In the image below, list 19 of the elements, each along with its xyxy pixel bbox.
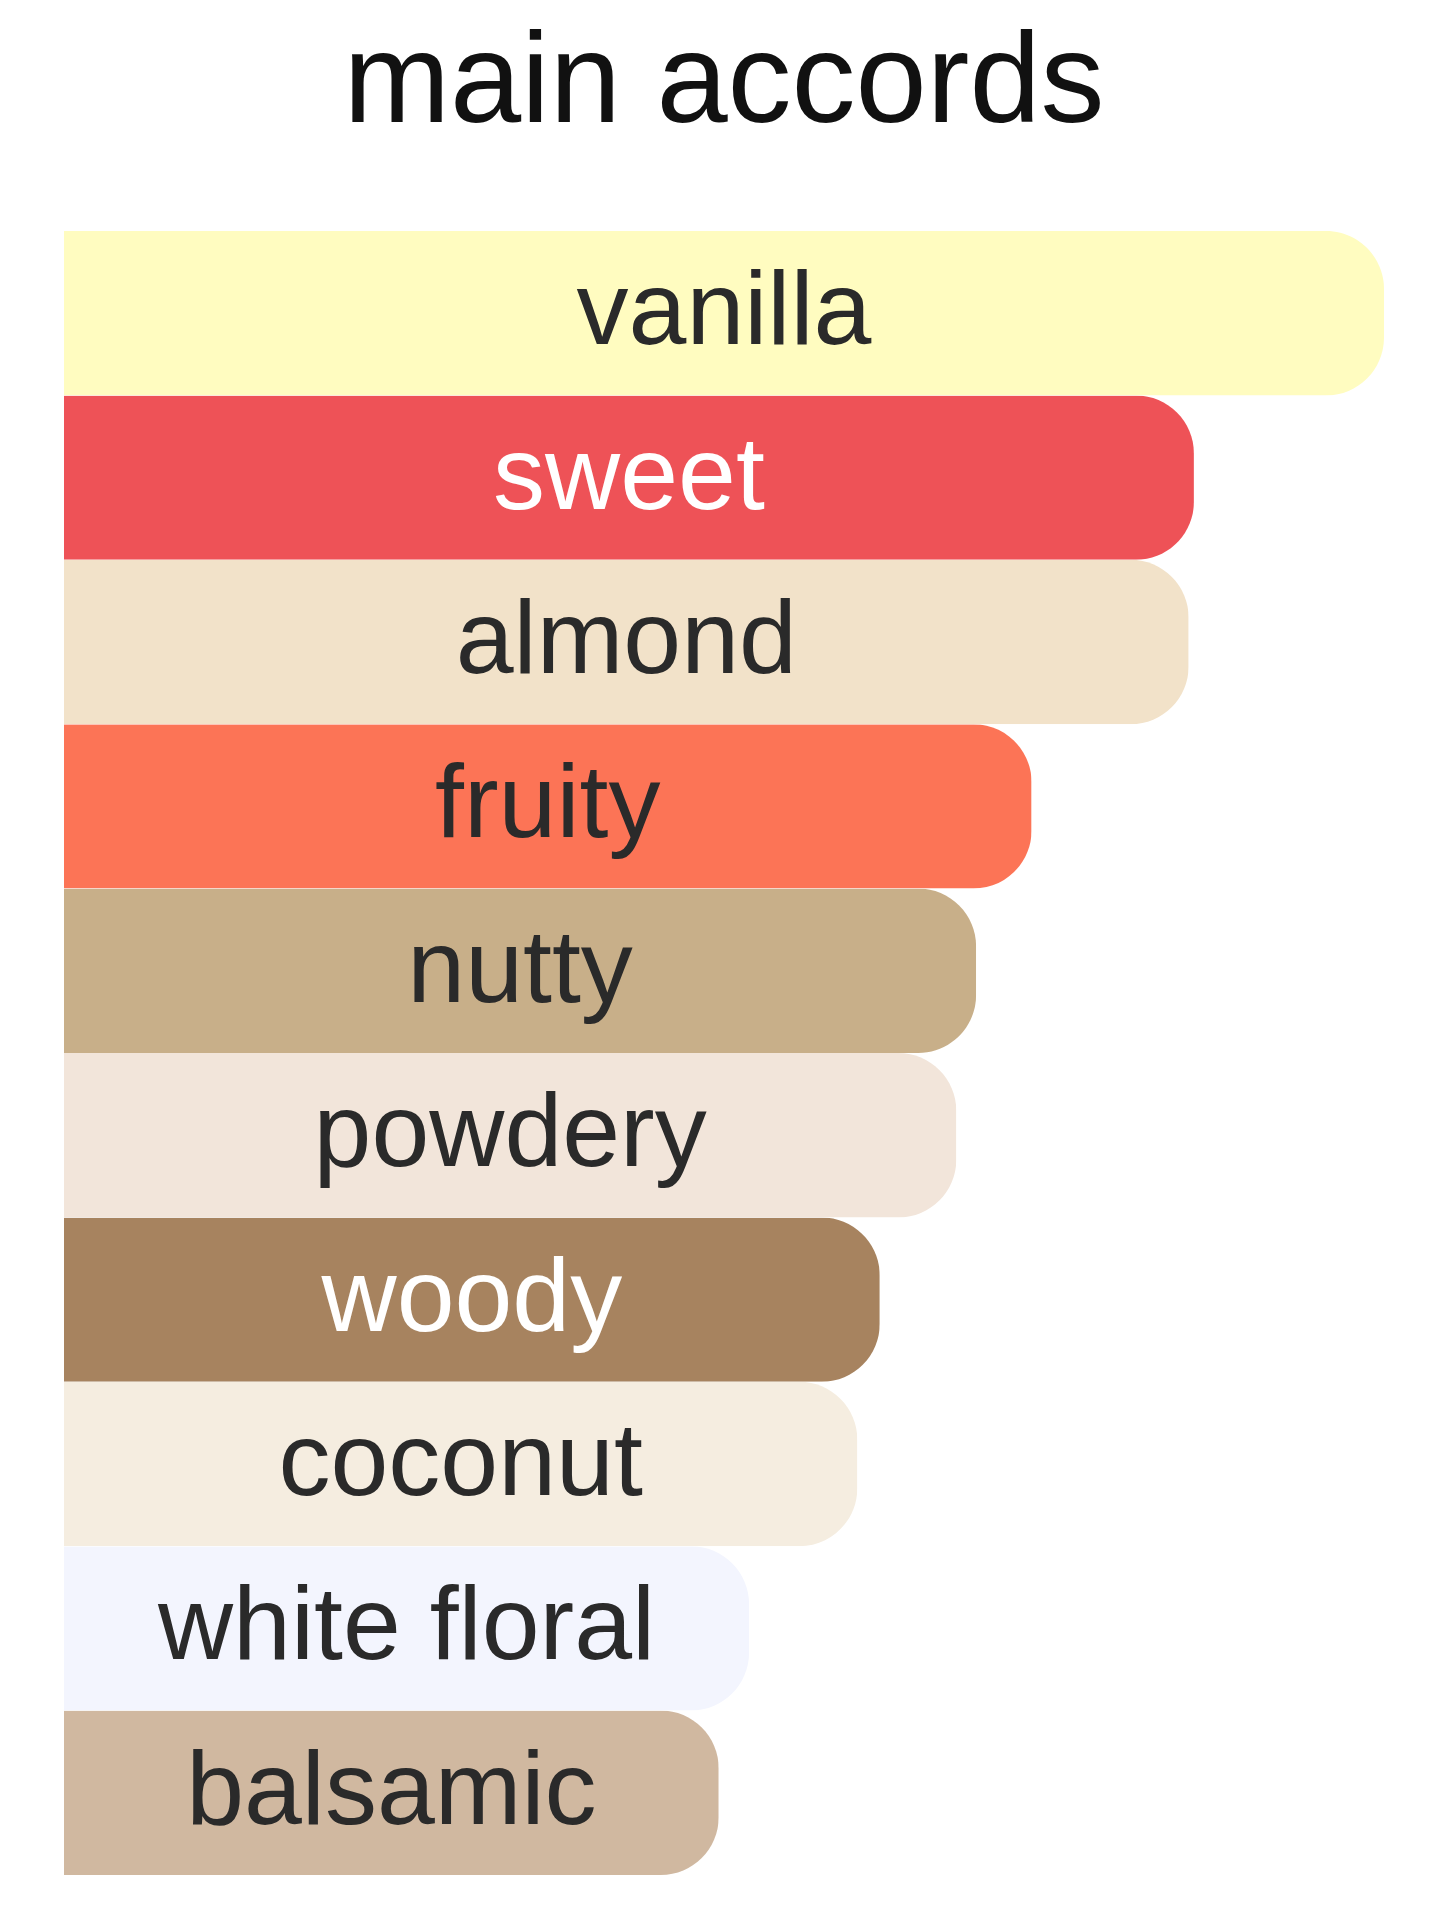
bar	[64, 395, 1194, 560]
y-tick-label: balsamic	[186, 1729, 597, 1846]
y-tick-label: almond	[455, 579, 797, 695]
y-tick-label: white floral	[156, 1565, 656, 1682]
bar	[64, 724, 1032, 889]
bar	[64, 559, 1189, 725]
y-tick-label: woody	[320, 1236, 623, 1353]
bar	[64, 1053, 957, 1218]
y-tick-label: fruity	[435, 743, 661, 860]
bar	[64, 231, 1384, 396]
bar	[64, 1381, 858, 1547]
y-tick-label: vanilla	[576, 250, 872, 367]
y-tick-label: coconut	[278, 1401, 643, 1517]
y-tick-label: powdery	[313, 1072, 707, 1189]
y-tick-label: nutty	[407, 907, 633, 1024]
y-tick-label: sweet	[493, 414, 765, 531]
bar	[64, 1217, 880, 1382]
bar	[64, 888, 977, 1053]
chart-title: main accords	[343, 6, 1105, 149]
